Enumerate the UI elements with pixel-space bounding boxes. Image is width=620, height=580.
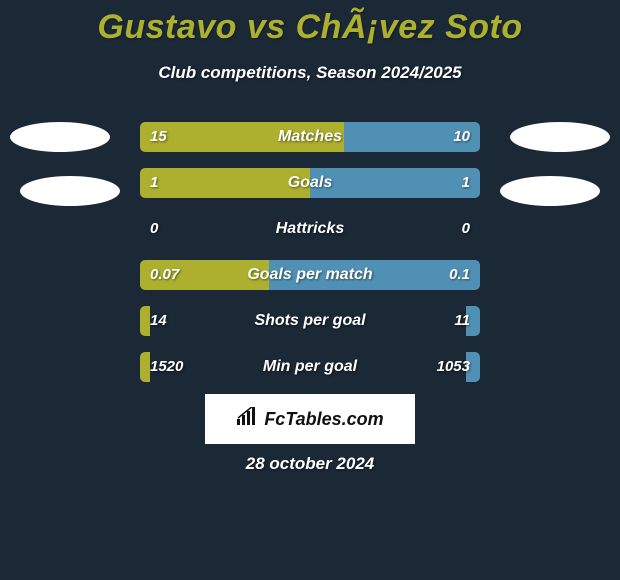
logo-text: FcTables.com xyxy=(264,409,383,430)
stat-label: Hattricks xyxy=(140,214,480,244)
stat-row: 1510Matches xyxy=(140,122,480,152)
avatar-player-left xyxy=(10,122,110,152)
stat-row: 1411Shots per goal xyxy=(140,306,480,336)
avatar-player-right xyxy=(510,122,610,152)
subtitle: Club competitions, Season 2024/2025 xyxy=(0,63,620,83)
stats-container: 1510Matches 11Goals 00Hattricks 0.070.1Goal… xyxy=(140,122,480,398)
stat-row: 15201053Min per goal xyxy=(140,352,480,382)
page-title: Gustavo vs ChÃ¡vez Soto xyxy=(0,0,620,47)
stat-label: Goals per match xyxy=(140,260,480,290)
chart-icon xyxy=(236,407,258,432)
date-text: 28 october 2024 xyxy=(0,454,620,474)
stat-label: Matches xyxy=(140,122,480,152)
stat-row: 11Goals xyxy=(140,168,480,198)
stat-label: Shots per goal xyxy=(140,306,480,336)
avatar-team-left xyxy=(20,176,120,206)
stat-label: Goals xyxy=(140,168,480,198)
logo-box: FcTables.com xyxy=(205,394,415,444)
stat-label: Min per goal xyxy=(140,352,480,382)
stat-row: 00Hattricks xyxy=(140,214,480,244)
avatar-team-right xyxy=(500,176,600,206)
stat-row: 0.070.1Goals per match xyxy=(140,260,480,290)
